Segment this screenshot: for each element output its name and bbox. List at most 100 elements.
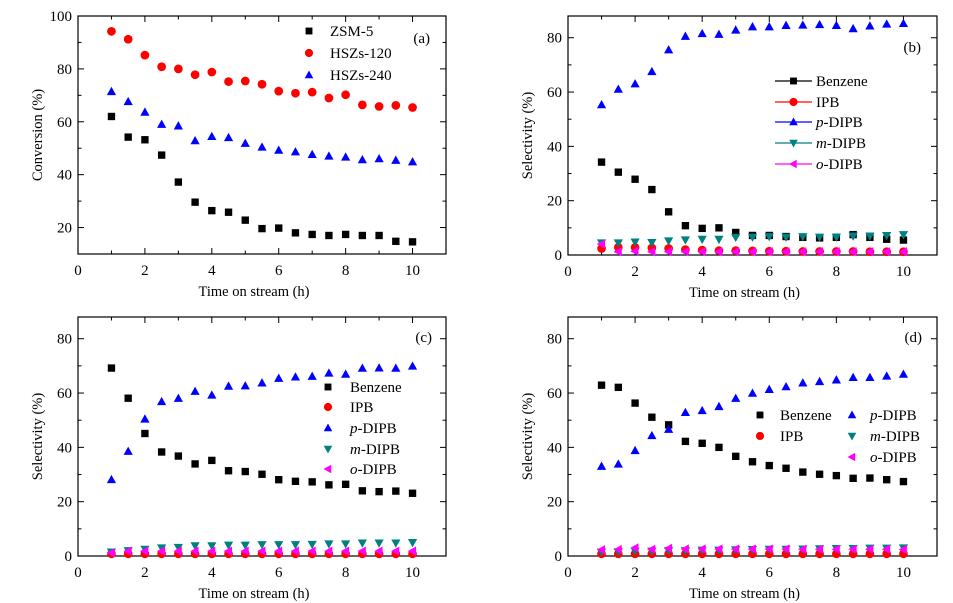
data-point xyxy=(375,487,383,496)
legend-item: p-DIPB xyxy=(847,408,917,424)
data-point xyxy=(341,230,350,239)
data-point xyxy=(241,467,249,476)
x-axis-label: Time on stream (h) xyxy=(689,586,800,602)
data-point xyxy=(732,452,740,461)
data-point xyxy=(630,445,640,455)
data-point xyxy=(224,208,233,216)
data-point xyxy=(207,390,217,399)
data-point xyxy=(291,229,300,237)
x-tick-label: 10 xyxy=(896,264,911,280)
legend-marker xyxy=(756,411,764,419)
data-point xyxy=(814,376,825,386)
data-point xyxy=(374,153,384,163)
data-point xyxy=(732,228,740,237)
data-point xyxy=(324,540,334,549)
data-point xyxy=(258,470,266,478)
data-point xyxy=(407,538,418,548)
y-axis-label: Conversion (%) xyxy=(30,89,46,181)
legend-item: IPB xyxy=(775,95,839,111)
y-tick-label: 60 xyxy=(547,85,562,101)
x-tick-label: 0 xyxy=(564,264,572,280)
legend-label: p-DIPB xyxy=(349,421,397,437)
data-point xyxy=(831,247,840,257)
data-point xyxy=(341,480,350,488)
data-point xyxy=(174,452,183,460)
data-point xyxy=(664,45,674,54)
data-point xyxy=(140,546,149,556)
legend-label: o-DIPB xyxy=(816,157,863,173)
x-tick-label: 6 xyxy=(275,263,283,279)
data-point xyxy=(157,396,167,406)
data-point xyxy=(663,247,673,257)
y-axis-label: Selectivity (%) xyxy=(30,393,46,481)
data-point xyxy=(865,21,875,30)
data-point xyxy=(648,413,656,421)
legend-marker xyxy=(324,383,332,391)
legend-label: Benzene xyxy=(780,408,832,424)
data-point xyxy=(613,544,622,555)
panel-c: 0 2 4 6 8 10 0 20 40 60 80 Time on stream (h) Select… xyxy=(30,316,447,602)
data-point xyxy=(390,546,400,556)
x-tick-label: 8 xyxy=(342,263,350,279)
legend: Benzene IPB p-DIPB m-DIPB o-DIPB xyxy=(775,74,868,173)
data-point xyxy=(341,90,351,100)
data-point xyxy=(307,546,316,556)
data-point xyxy=(647,430,657,440)
data-point xyxy=(156,546,166,556)
legend-marker xyxy=(790,77,797,85)
data-point xyxy=(697,235,707,245)
legend-item: p-DIPB xyxy=(775,115,863,131)
panel-d: 0 2 4 6 8 10 0 20 40 60 80 Time on stream (h) Select… xyxy=(520,316,938,602)
x-tick-label: 4 xyxy=(208,565,216,581)
data-point xyxy=(391,101,401,110)
series-hszs-240 xyxy=(106,86,418,166)
data-point xyxy=(107,112,116,121)
data-point xyxy=(324,368,334,377)
data-point xyxy=(680,407,691,417)
series-o-dipb xyxy=(596,543,907,555)
data-point xyxy=(275,476,283,484)
data-point xyxy=(257,79,267,89)
data-point xyxy=(257,142,267,151)
x-tick-label: 2 xyxy=(141,263,149,279)
y-tick-label: 40 xyxy=(547,440,562,456)
series-benzene xyxy=(107,364,417,497)
data-point xyxy=(681,437,690,446)
data-point xyxy=(190,70,200,80)
data-point xyxy=(191,198,199,206)
data-point xyxy=(647,239,657,248)
data-point xyxy=(340,546,350,556)
series-p-dipb xyxy=(106,361,418,484)
legend-label: m-DIPB xyxy=(870,429,920,445)
data-point xyxy=(224,467,233,475)
data-point xyxy=(357,546,366,556)
legend-marker xyxy=(304,70,314,79)
data-point xyxy=(157,62,167,72)
x-axis-label: Time on stream (h) xyxy=(198,586,309,602)
data-point xyxy=(731,233,741,243)
data-point xyxy=(865,372,875,382)
data-point xyxy=(865,544,874,554)
data-point xyxy=(258,224,266,233)
data-point xyxy=(223,541,234,550)
data-point xyxy=(173,546,182,556)
data-point xyxy=(173,121,183,130)
y-tick-label: 60 xyxy=(57,386,72,402)
legend-label: HSZs-240 xyxy=(330,68,392,84)
data-point xyxy=(898,544,907,555)
data-point xyxy=(747,544,756,554)
data-point xyxy=(141,136,149,144)
panel-label: (d) xyxy=(905,330,923,346)
data-point xyxy=(764,233,774,242)
data-point xyxy=(814,247,824,257)
data-point xyxy=(357,539,367,548)
legend-label: IPB xyxy=(350,400,373,416)
data-point xyxy=(190,386,200,395)
series-hszs-120 xyxy=(107,26,417,112)
data-point xyxy=(407,157,418,166)
data-point xyxy=(597,158,606,166)
y-tick-label: 40 xyxy=(57,168,72,184)
series-o-dipb xyxy=(596,239,907,257)
data-point xyxy=(798,378,808,387)
legend-marker xyxy=(847,410,857,419)
